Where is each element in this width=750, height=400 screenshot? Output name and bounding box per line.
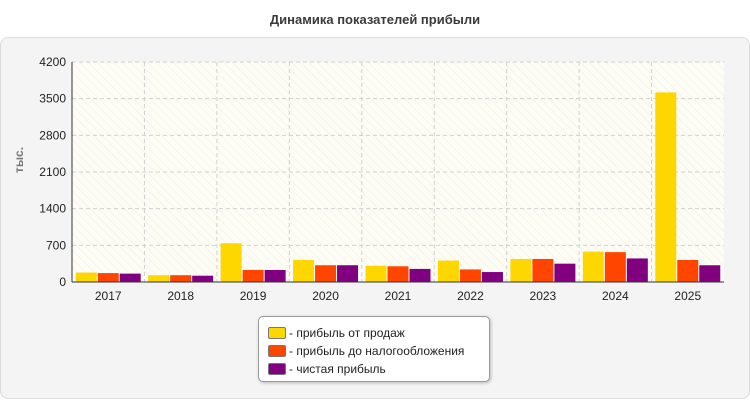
x-tick-label: 2022	[457, 289, 484, 303]
legend-item-pretax-profit: - прибыль до налогообложения	[259, 342, 489, 360]
y-tick-label: 4200	[39, 55, 66, 69]
legend-swatch	[268, 363, 286, 375]
bar	[409, 268, 431, 282]
bar	[75, 272, 97, 282]
bar	[119, 273, 141, 282]
axes	[71, 62, 724, 283]
bar	[459, 269, 481, 282]
bar	[220, 243, 242, 282]
y-tick-label: 1400	[39, 202, 66, 216]
bar	[293, 260, 315, 282]
y-tick-label: 700	[46, 238, 66, 252]
legend-item-sales-profit: - прибыль от продаж	[259, 324, 489, 342]
y-tick-label: 2100	[39, 165, 66, 179]
bar	[437, 260, 459, 282]
bar	[510, 258, 532, 282]
x-tick-label: 2025	[674, 289, 701, 303]
legend-item-net-profit: - чистая прибыль	[259, 360, 489, 378]
bar	[337, 265, 359, 282]
bar	[264, 269, 286, 282]
legend-label: - прибыль от продаж	[289, 326, 405, 340]
bar	[554, 263, 576, 282]
x-tick-label: 2017	[95, 289, 122, 303]
bar	[192, 275, 214, 282]
bar	[97, 273, 119, 282]
y-tick-label: 2800	[39, 128, 66, 142]
bar	[655, 92, 677, 282]
x-tick-label: 2020	[312, 289, 339, 303]
x-tick-label: 2024	[602, 289, 629, 303]
x-tick-label: 2019	[240, 289, 267, 303]
x-tick-label: 2021	[385, 289, 412, 303]
bar	[604, 252, 626, 282]
x-tick-labels: 2017 2018 2019 2020 2021 2022 2023 2024 2025	[95, 289, 702, 303]
legend: - прибыль от продаж - прибыль до налогоо…	[258, 316, 490, 382]
bar	[677, 260, 699, 282]
bar	[242, 269, 264, 282]
bars	[75, 92, 721, 282]
bar	[699, 265, 721, 282]
bar	[582, 251, 604, 282]
bar	[387, 266, 409, 282]
y-tick-label: 0	[59, 275, 66, 289]
y-axis-label: тыс.	[12, 147, 26, 173]
x-tick-label: 2023	[530, 289, 557, 303]
bar	[626, 258, 648, 282]
bar	[481, 272, 503, 282]
bar	[532, 258, 554, 282]
legend-swatch	[268, 345, 286, 357]
grid	[72, 61, 724, 282]
bar	[170, 275, 192, 282]
chart-title: Динамика показателей прибыли	[269, 12, 481, 27]
bar	[365, 265, 387, 282]
y-tick-labels: 0 700 1400 2100 2800 3500 4200	[39, 55, 66, 289]
legend-label: - прибыль до налогообложения	[289, 344, 465, 358]
legend-swatch	[268, 327, 286, 339]
bar	[315, 265, 337, 282]
y-tick-label: 3500	[39, 92, 66, 106]
x-tick-label: 2018	[167, 289, 194, 303]
legend-label: - чистая прибыль	[289, 362, 386, 376]
bar	[148, 275, 170, 282]
